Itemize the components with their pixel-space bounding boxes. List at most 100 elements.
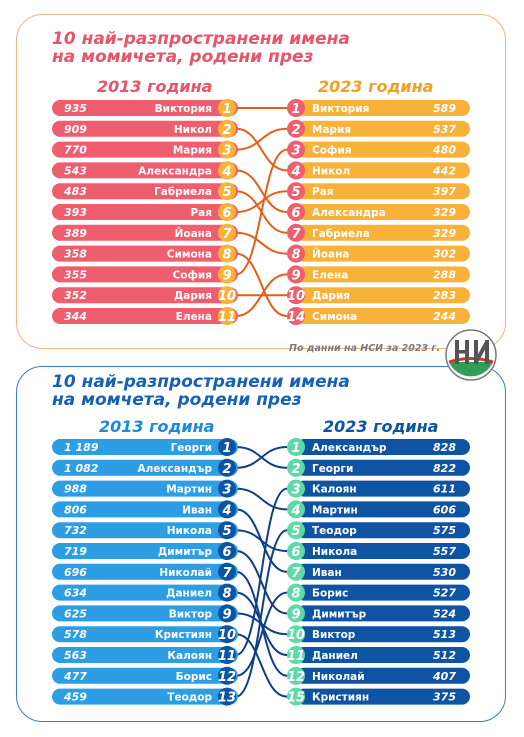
boys-2023-name: Теодор [312, 525, 357, 537]
boys-2013-bar [52, 543, 238, 559]
girls-2013-bar [52, 100, 238, 116]
girls-2023-bar [296, 204, 470, 220]
boys-2023-bar [296, 667, 470, 684]
boys-2013-rank-badge [218, 687, 236, 706]
boys-2013-count: 578 [64, 628, 87, 641]
boys-2023-rank-badge [287, 438, 305, 456]
boys-2023-name: Виктор [312, 629, 356, 641]
girls-2013-rank: 5 [222, 185, 231, 200]
girls-2023-name: Йоана [312, 248, 349, 261]
boys-chart-title: 10 най-разпространени имена на момчета, … [52, 373, 350, 409]
boys-2013-bar [52, 647, 238, 663]
girls-2023-rank-badge [287, 161, 305, 180]
boys-2013-bar [52, 688, 238, 705]
boys-2013-rank-badge [218, 542, 236, 560]
girls-2013-rank: 9 [222, 268, 231, 283]
girls-2013-rank-badge [218, 203, 236, 221]
boys-2023-name: Кристиян [312, 692, 369, 704]
boys-link-6 [235, 550, 288, 615]
boys-link-5 [235, 529, 288, 552]
boys-2023-rank-badge [287, 479, 305, 498]
boys-2013-count: 719 [64, 545, 87, 558]
boys-2023-rank-badge [287, 521, 305, 540]
girls-2023-bar [296, 100, 470, 116]
boys-2013-name: Димитър [158, 546, 213, 558]
boys-2023-rank: 12 [287, 670, 305, 685]
boys-link-2 [235, 446, 288, 469]
boys-2013-count: 625 [64, 607, 87, 620]
boys-title-line-1: 10 най-разпространени имена [52, 372, 350, 392]
girls-2023-rank-badge [287, 203, 305, 221]
source-note: По данни на НСИ за 2023 г. [289, 343, 440, 354]
girls-2013-name: София [173, 269, 212, 281]
girls-2023-rank: 5 [291, 185, 300, 200]
boys-2023-bar [296, 522, 470, 539]
boys-2023-bar [296, 626, 470, 643]
boys-2013-bar [52, 667, 238, 684]
boys-2013-rank-badge [218, 604, 236, 623]
girls-2023-count: 329 [433, 206, 456, 219]
girls-2013-name: Йоана [175, 227, 212, 240]
girls-link-8 [235, 252, 288, 317]
girls-2013-rank-badge [218, 286, 236, 305]
boys-2013-name: Александър [137, 463, 212, 475]
girls-2023-rank: 8 [291, 248, 300, 263]
boys-2023-rank: 6 [291, 545, 300, 560]
boys-2013-name: Мартин [166, 484, 212, 496]
boys-2013-rank-badge [218, 438, 236, 456]
girls-2013-name: Никол [174, 124, 212, 136]
girls-2013-name: Елена [176, 311, 212, 323]
boys-2023-rank-badge [287, 500, 305, 519]
boys-2023-bar [296, 459, 470, 476]
girls-2013-count: 935 [64, 102, 87, 115]
boys-2023-name: Калоян [312, 484, 357, 496]
girls-2023-count: 537 [433, 123, 456, 136]
girls-2023-rank: 14 [287, 310, 305, 325]
boys-2023-rank: 8 [291, 587, 300, 602]
boys-2023-rank-badge [287, 646, 305, 664]
boys-2013-rank: 2 [222, 462, 231, 477]
boys-2023-rank-badge [287, 604, 305, 623]
boys-link-13 [235, 529, 288, 698]
girls-2013-rank-badge [218, 223, 236, 242]
girls-2023-bar [296, 266, 470, 283]
boys-2013-count: 477 [63, 670, 87, 683]
girls-2013-name: Виктория [155, 103, 212, 115]
girls-2023-count: 589 [433, 102, 456, 115]
boys-2013-bar [52, 459, 238, 476]
boys-2023-bar [296, 584, 470, 601]
boys-2023-name: Николай [312, 671, 365, 683]
girls-2023-bar [296, 287, 470, 304]
girls-2023-rank-badge [287, 182, 305, 201]
boys-2013-bar [52, 439, 238, 455]
boys-2023-rank: 5 [291, 524, 300, 539]
girls-link-3 [235, 127, 288, 151]
girls-2023-rank: 1 [291, 102, 300, 117]
girls-2013-rank: 3 [222, 144, 231, 159]
boys-2013-rank: 5 [222, 524, 231, 539]
boys-2023-count: 527 [433, 587, 456, 600]
girls-2013-rank: 11 [218, 310, 236, 325]
boys-2013-bar [52, 584, 238, 601]
girls-2023-rank-badge [287, 119, 305, 138]
boys-2013-rank: 4 [221, 503, 231, 518]
girls-2023-count: 288 [433, 268, 456, 281]
girls-2013-rank-badge [218, 265, 236, 284]
girls-2013-bar [52, 141, 238, 158]
boys-2023-name: Димитър [312, 608, 367, 620]
boys-2023-rank-badge [287, 583, 305, 602]
girls-2023-count: 283 [433, 289, 456, 302]
girls-2023-rank: 2 [291, 123, 300, 138]
girls-2023-bar [296, 120, 470, 137]
girls-2023-rank-badge [287, 99, 305, 117]
girls-2023-bar [296, 308, 470, 324]
boys-2013-rank: 10 [218, 628, 236, 643]
girls-2023-count: 480 [432, 144, 456, 157]
boys-2023-count: 575 [433, 524, 456, 537]
girls-2023-name: Александра [312, 207, 386, 219]
boys-2013-bar [52, 522, 238, 539]
boys-2023-name: Александър [312, 442, 387, 454]
boys-2023-bar [296, 605, 470, 622]
